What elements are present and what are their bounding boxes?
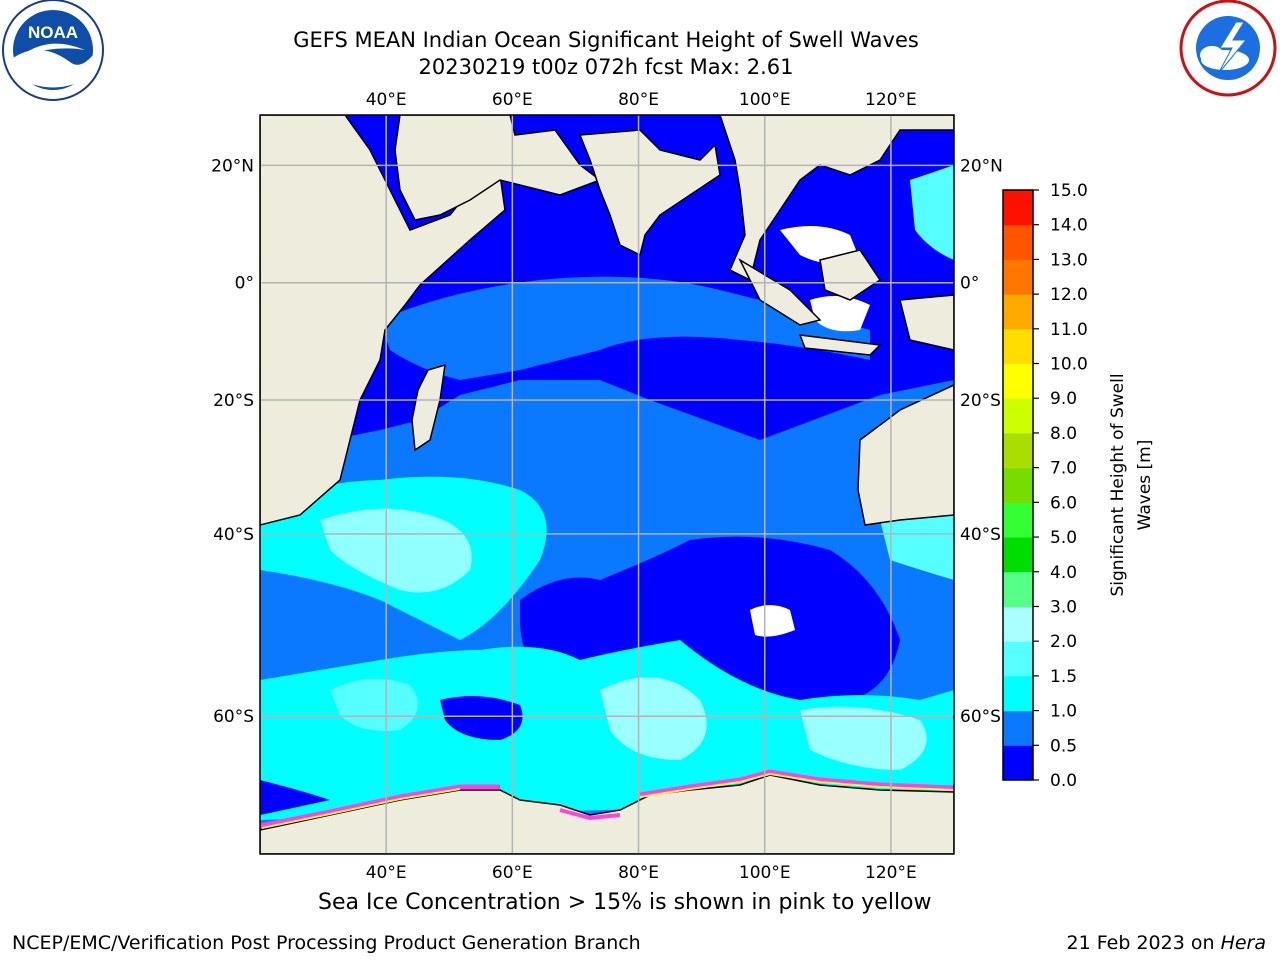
tick-label-lon-top: 120°E: [865, 90, 917, 110]
colorbar-tick-label: 11.0: [1050, 320, 1088, 340]
map-title: GEFS MEAN Indian Ocean Significant Heigh…: [293, 28, 919, 52]
colorbar-swatch: [1003, 398, 1033, 434]
tick-label-lat-right: 20°N: [960, 156, 1003, 176]
colorbar: 0.0 0.5 1.0 1.5 2.0 3.0 4.0 5.0 6.0 7.0 8.0 9.0 10.0…: [1002, 181, 1088, 791]
map-subtitle: 20230219 t00z 072h fcst Max: 2.61: [418, 55, 794, 79]
colorbar-tick-label: 1.5: [1050, 667, 1077, 687]
colorbar-tick-label: 7.0: [1050, 459, 1077, 479]
tick-label-lat-right: 60°S: [960, 707, 1001, 727]
colorbar-swatch: [1003, 467, 1033, 503]
tick-label-lon-top: 80°E: [618, 90, 659, 110]
colorbar-swatch: [1003, 745, 1033, 781]
colorbar-swatch: [1003, 328, 1033, 365]
tick-label-lon-top: 40°E: [366, 90, 407, 110]
credit-text: NCEP/EMC/Verification Post Processing Pr…: [12, 932, 641, 954]
colorbar-tick-label: 0.0: [1050, 771, 1077, 791]
colorbar-swatch: [1003, 606, 1033, 642]
colorbar-swatch: [1003, 710, 1033, 746]
tick-label-lon-bottom: 40°E: [366, 863, 407, 883]
tick-label-lon-bottom: 60°E: [492, 863, 533, 883]
colorbar-swatch: [1003, 571, 1033, 607]
tick-label-lat-right: 0°: [960, 274, 979, 294]
colorbar-tick-label: 4.0: [1050, 563, 1077, 583]
tick-label-lon-top: 60°E: [492, 90, 533, 110]
colorbar-tick-label: 6.0: [1050, 493, 1077, 513]
machine-name: Hera: [1220, 932, 1266, 954]
tick-label-lat-right: 40°S: [960, 525, 1001, 545]
colorbar-tick-label: 0.5: [1050, 736, 1077, 756]
map-frame: [259, 114, 955, 855]
colorbar-tick-label: 14.0: [1050, 216, 1088, 236]
colorbar-tick-label: 10.0: [1050, 355, 1088, 375]
colorbar-tick-label: 13.0: [1050, 250, 1088, 270]
tick-label-lon-bottom: 120°E: [865, 863, 917, 883]
colorbar-label-line2: Waves [m]: [1135, 440, 1155, 531]
colorbar-swatch: [1003, 432, 1033, 469]
colorbar-swatch: [1003, 502, 1033, 538]
tick-label-lon-bottom: 100°E: [739, 863, 791, 883]
colorbar-swatch: [1003, 363, 1033, 399]
colorbar-swatch: [1003, 675, 1033, 712]
axis-tick-labels: 40°E 40°E 60°E 60°E 80°E 80°E 100°E 100°E 120°E 1…: [211, 90, 1003, 883]
tick-label-lat-left: 20°S: [213, 391, 254, 411]
map-gridlines: [260, 115, 954, 854]
colorbar-tick-label: 15.0: [1050, 181, 1088, 201]
colorbar-tick-label: 1.0: [1050, 702, 1077, 722]
colorbar-tick-label: 12.0: [1050, 285, 1088, 305]
colorbar-swatch: [1003, 294, 1033, 330]
tick-label-lat-left: 0°: [235, 274, 254, 294]
date-stamp: 21 Feb 2023 on Hera: [1067, 932, 1266, 954]
tick-label-lat-left: 60°S: [213, 707, 254, 727]
colorbar-tick-label: 8.0: [1050, 424, 1077, 444]
tick-label-lat-right: 20°S: [960, 391, 1001, 411]
tick-label-lon-top: 100°E: [739, 90, 791, 110]
tick-label-lat-left: 40°S: [213, 525, 254, 545]
tick-label-lat-left: 20°N: [211, 156, 254, 176]
colorbar-tick-label: 2.0: [1050, 632, 1077, 652]
noaa-logo-icon: NOAA: [2, 0, 104, 101]
colorbar-label-line1: Significant Height of Swell: [1108, 373, 1128, 596]
colorbar-tick-label: 3.0: [1050, 597, 1077, 617]
colorbar-swatch: [1003, 641, 1033, 677]
colorbar-swatch: [1003, 224, 1033, 260]
map-area: [260, 115, 954, 854]
colorbar-swatch: [1003, 259, 1033, 295]
noaa-logo-text: NOAA: [28, 23, 78, 42]
nws-logo-icon: [1179, 0, 1277, 97]
colorbar-tick-label: 5.0: [1050, 528, 1077, 548]
tick-label-lon-bottom: 80°E: [618, 863, 659, 883]
colorbar-frame: [1002, 189, 1034, 781]
colorbar-swatch: [1003, 190, 1033, 226]
sea-ice-note: Sea Ice Concentration > 15% is shown in …: [318, 890, 932, 915]
date-text: 21 Feb 2023 on: [1066, 932, 1215, 954]
colorbar-swatch: [1003, 537, 1033, 573]
colorbar-tick-label: 9.0: [1050, 389, 1077, 409]
